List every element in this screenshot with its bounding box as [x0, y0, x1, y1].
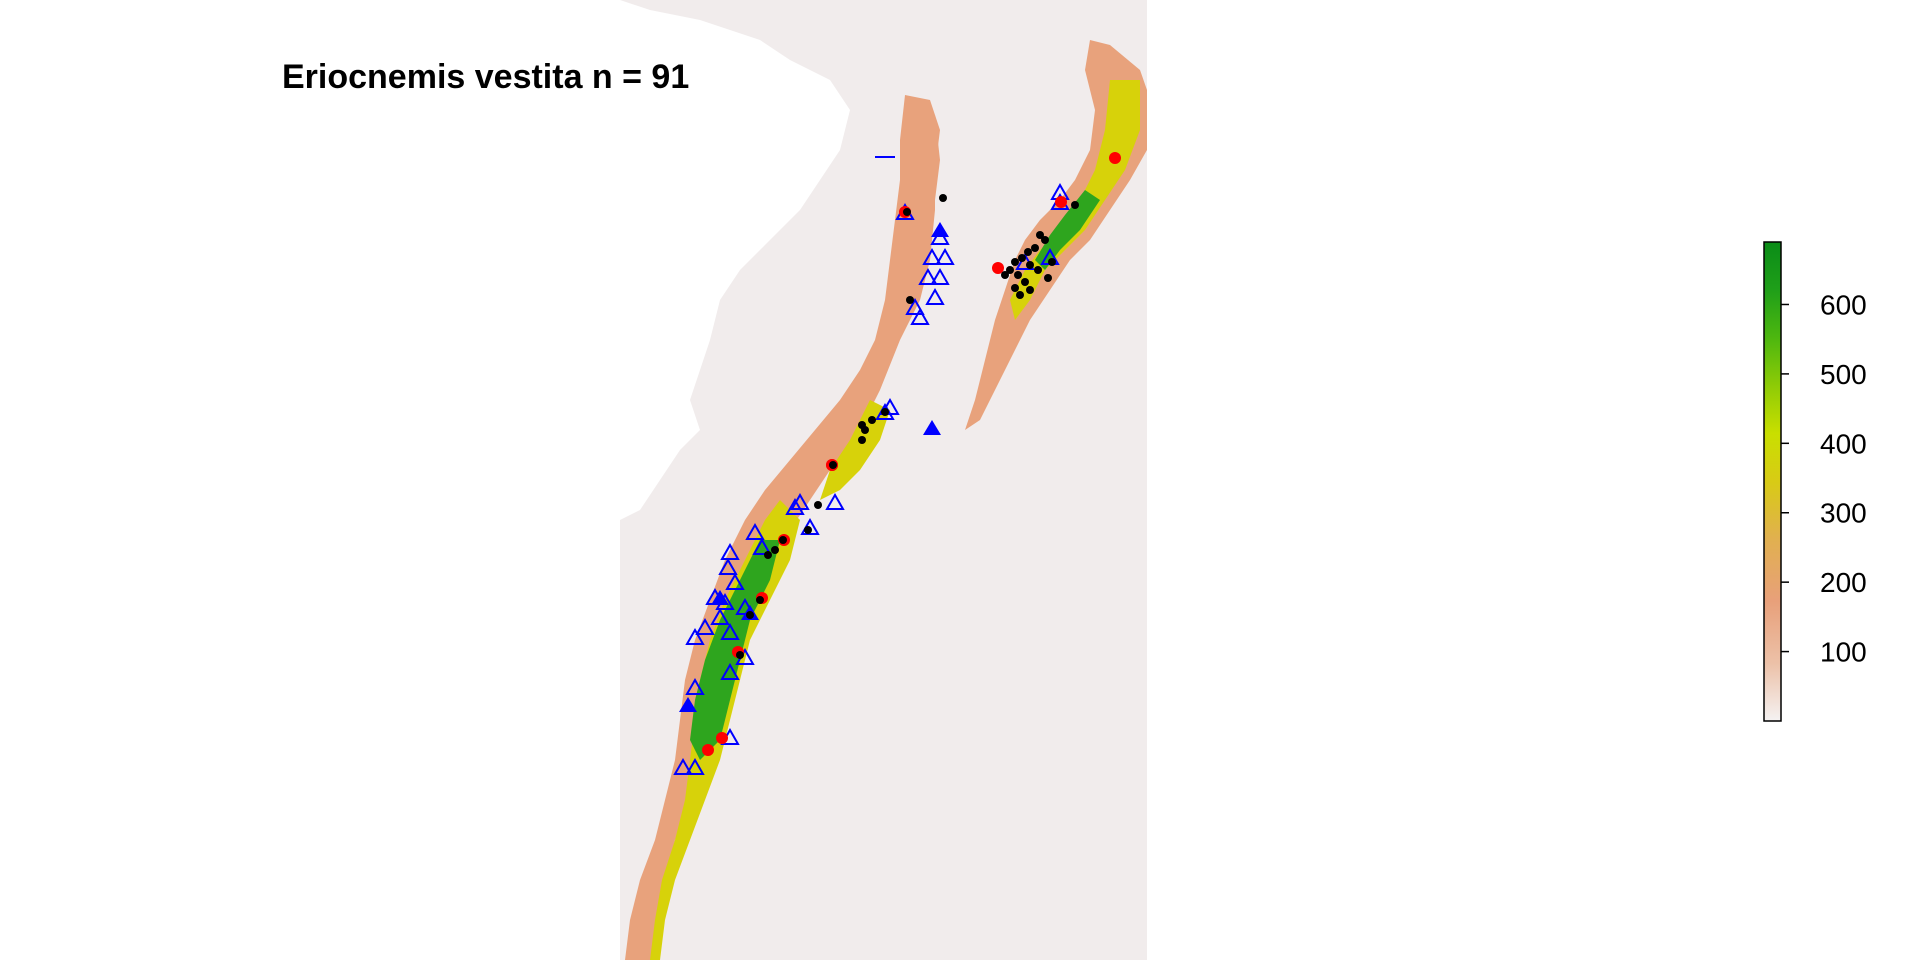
- filled-triangle-marker: [711, 590, 729, 605]
- colorbar-legend: 100 200 300 400 500 600: [1763, 241, 1867, 722]
- eastern-range-high: [1035, 190, 1100, 270]
- triangle-marker: [720, 542, 740, 560]
- black-dot-marker: [1044, 274, 1052, 282]
- triangle-marker: [710, 607, 730, 625]
- eastern-range: [965, 40, 1147, 430]
- red-dot-marker: [1055, 196, 1067, 208]
- red-dot-marker: [992, 262, 1004, 274]
- colorbar: [1763, 241, 1782, 722]
- black-dot-marker: [1011, 258, 1019, 266]
- land-mask: [620, 0, 1147, 960]
- black-dot-marker: [858, 436, 866, 444]
- red-dot-marker: [1109, 152, 1121, 164]
- black-dot-marker: [764, 551, 772, 559]
- triangle-marker: [695, 617, 715, 635]
- black-dot-marker: [1026, 286, 1034, 294]
- red-dot-marker: [702, 744, 714, 756]
- triangle-marker: [718, 557, 738, 575]
- black-dot-marker: [829, 461, 837, 469]
- black-dot-marker: [1036, 231, 1044, 239]
- triangle-marker: [910, 307, 930, 325]
- black-dot-marker: [1011, 284, 1019, 292]
- black-dot-marker: [804, 526, 812, 534]
- black-dot-marker: [1006, 266, 1014, 274]
- black-dot-marker: [881, 408, 889, 416]
- triangle-marker: [725, 572, 745, 590]
- triangle-marker: [918, 267, 938, 285]
- triangle-marker: [790, 492, 810, 510]
- triangle-marker: [825, 492, 845, 510]
- triangle-marker: [745, 522, 765, 540]
- black-dot-marker: [1071, 201, 1079, 209]
- colorbar-tick-label: 200: [1820, 567, 1867, 598]
- black-dot-marker: [1026, 261, 1034, 269]
- black-dot-marker: [1018, 254, 1026, 262]
- black-dot-marker: [1031, 244, 1039, 252]
- black-dot-marker: [1041, 236, 1049, 244]
- central-range: [895, 110, 940, 290]
- black-dot-marker: [1016, 291, 1024, 299]
- western-range-mid: [650, 500, 800, 960]
- black-dot-marker: [1001, 271, 1009, 279]
- triangle-marker: [720, 662, 740, 680]
- black-dot-marker: [868, 416, 876, 424]
- triangle-marker: [685, 757, 705, 775]
- triangle-marker: [685, 627, 705, 645]
- black-dot-marker: [1048, 258, 1056, 266]
- triangle-marker: [880, 397, 900, 415]
- black-dot-marker: [756, 596, 764, 604]
- black-dot-marker: [746, 611, 754, 619]
- colorbar-tick-label: 100: [1820, 637, 1867, 668]
- black-dot-marker: [814, 501, 822, 509]
- black-dot-marker: [906, 296, 914, 304]
- filled-triangle-marker: [931, 222, 949, 237]
- triangle-marker: [752, 537, 772, 555]
- central-range-low: [895, 110, 940, 290]
- black-dot-marker: [1021, 278, 1029, 286]
- black-dot-marker: [861, 426, 869, 434]
- triangle-marker: [785, 497, 805, 515]
- triangle-marker: [685, 677, 705, 695]
- colorbar-tick-label: 600: [1820, 289, 1867, 320]
- triangle-marker: [905, 297, 925, 315]
- triangle-marker: [922, 247, 942, 265]
- filled-triangle-marker: [923, 420, 941, 435]
- black-dot-marker: [779, 536, 787, 544]
- colorbar-tick-label: 400: [1820, 428, 1867, 459]
- black-dot-marker: [1014, 271, 1022, 279]
- triangle-marker: [930, 267, 950, 285]
- colorbar-tick-label: 300: [1820, 498, 1867, 529]
- black-dot-marker: [939, 194, 947, 202]
- colorbar-ticks: 100 200 300 400 500 600: [1781, 289, 1867, 668]
- black-dot-marker: [903, 208, 911, 216]
- black-dot-marker: [1034, 266, 1042, 274]
- black-dot-marker: [771, 546, 779, 554]
- filled-triangle-marker: [679, 697, 697, 712]
- black-dot-marker: [1024, 248, 1032, 256]
- colorbar-tick-label: 500: [1820, 359, 1867, 390]
- triangle-marker: [720, 622, 740, 640]
- map-title: Eriocnemis vestita n = 91: [282, 58, 690, 96]
- triangle-marker: [925, 287, 945, 305]
- black-dot-marker: [736, 651, 744, 659]
- triangle-marker: [673, 757, 693, 775]
- western-range-mid-2: [820, 400, 890, 500]
- red-dot-marker: [716, 732, 728, 744]
- triangle-marker: [935, 247, 955, 265]
- black-dot-markers: [736, 194, 1079, 659]
- land-area: [620, 0, 1147, 960]
